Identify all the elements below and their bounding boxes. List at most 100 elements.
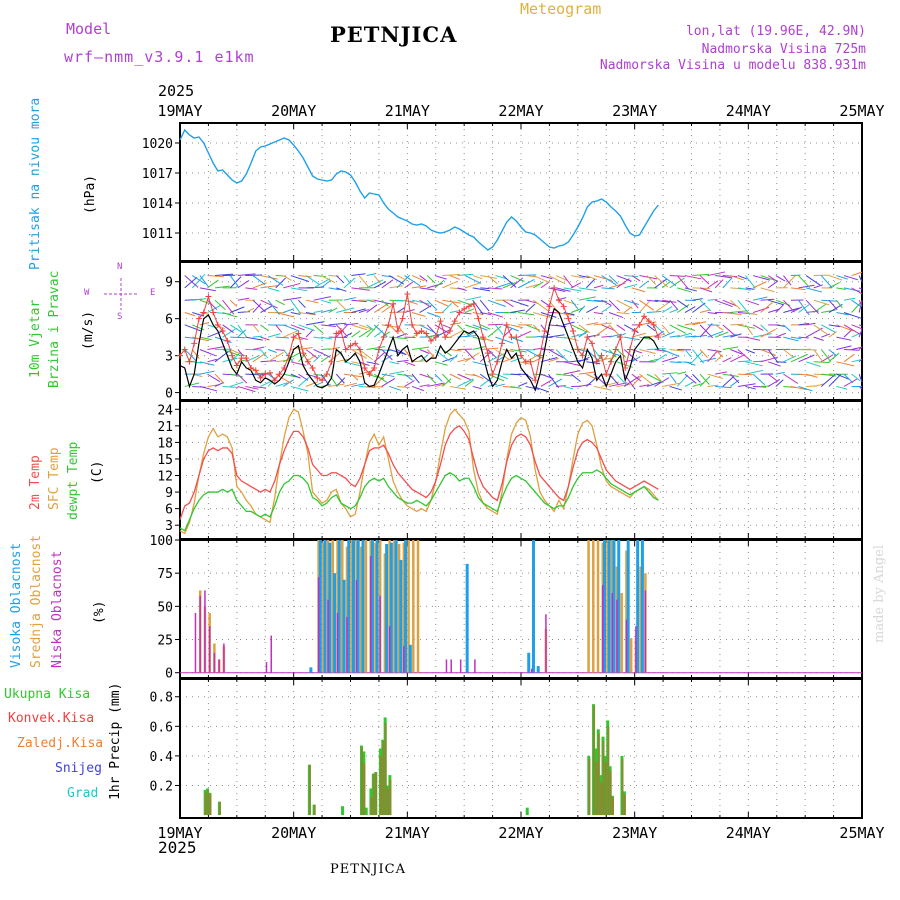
- gust-marker: [499, 340, 506, 347]
- gust-marker: [593, 358, 600, 365]
- gust-marker: [631, 328, 638, 334]
- mid-cloud-bar: [606, 540, 609, 673]
- high-cloud-bar: [323, 540, 327, 673]
- high-cloud-bar: [356, 540, 360, 673]
- gust-marker: [503, 321, 510, 328]
- conv-rain-bar: [602, 741, 605, 816]
- elevation: Nadmorska Visina 725m: [701, 42, 866, 57]
- mid-cloud-bar: [407, 540, 410, 673]
- low-cloud-bar: [194, 612, 197, 673]
- high-cloud-bar: [389, 542, 393, 673]
- gust-marker: [214, 321, 221, 328]
- high-cloud-bar: [617, 540, 621, 673]
- panel-frame: [179, 261, 863, 401]
- low-cloud-bar: [223, 643, 225, 673]
- mid-cloud-bar: [639, 566, 642, 673]
- low-cloud-bar: [327, 599, 329, 673]
- total-rain-bar: [525, 807, 529, 816]
- gust-marker: [494, 358, 501, 365]
- gust-marker: [451, 318, 458, 325]
- conv-rain-bar: [379, 755, 382, 816]
- y-tick-label: 0: [165, 667, 173, 682]
- gust-marker: [300, 350, 307, 357]
- y-tick-label: 0.8: [150, 691, 173, 706]
- compass-south: S: [117, 312, 123, 322]
- gust-marker: [200, 309, 207, 316]
- conv-rain-bar: [207, 789, 210, 816]
- high-cloud-bar: [607, 540, 611, 673]
- gust-marker: [319, 377, 326, 384]
- mid-cloud-bar: [393, 540, 396, 673]
- gust-marker: [366, 371, 373, 378]
- gust-marker: [560, 303, 567, 310]
- y-tick-label: 1014: [142, 197, 173, 212]
- gust-marker: [347, 342, 354, 349]
- gust-marker: [276, 371, 283, 378]
- high-cloud-bar: [603, 540, 607, 673]
- low-cloud-bar: [450, 659, 452, 673]
- date-label-bottom: 22MAY: [498, 824, 543, 842]
- gust-marker: [177, 352, 183, 359]
- gust-marker: [328, 358, 335, 365]
- gust-marker: [617, 334, 624, 341]
- low-cloud-bar: [346, 616, 348, 673]
- mid-cloud-bar: [592, 540, 595, 673]
- gust-marker: [262, 371, 269, 378]
- low-cloud-bar: [218, 659, 220, 673]
- low-cloud-bar: [317, 577, 320, 673]
- gust-marker: [541, 328, 548, 334]
- gust-marker: [536, 352, 543, 359]
- conv-rain-bar: [611, 797, 614, 816]
- gust-marker: [480, 334, 487, 341]
- gust-marker: [413, 330, 420, 337]
- low-cloud-bar: [369, 555, 372, 673]
- gust-marker: [333, 330, 340, 337]
- mid-cloud-bar: [416, 540, 420, 673]
- gust-marker: [456, 309, 463, 316]
- high-cloud-bar: [527, 652, 531, 673]
- year-bottom: 2025: [158, 838, 197, 857]
- date-label-top: 21MAY: [385, 102, 430, 120]
- gust-marker: [442, 334, 449, 341]
- conv-rain-bar: [370, 797, 373, 816]
- gust-marker: [404, 291, 411, 298]
- gust-marker: [527, 358, 534, 365]
- y-tick-label: 6: [165, 313, 173, 328]
- compass-north: N: [117, 262, 123, 272]
- conv-rain-bar: [593, 705, 596, 816]
- gust-marker: [513, 334, 520, 341]
- date-label-top: 23MAY: [612, 102, 657, 120]
- gust-marker: [655, 334, 662, 341]
- precip-hail-label: Grad: [67, 786, 99, 801]
- conv-rain-bar: [609, 770, 612, 816]
- low-cloud-bar: [530, 668, 533, 673]
- gust-marker: [399, 315, 406, 322]
- gust-marker: [257, 374, 264, 381]
- gust-marker: [446, 328, 453, 334]
- low-cloud-bar: [388, 626, 391, 673]
- gust-marker: [191, 340, 198, 347]
- low-cloud-bar: [474, 659, 476, 673]
- conv-rain-bar: [209, 794, 212, 816]
- conv-rain-bar: [607, 726, 610, 816]
- gust-marker: [290, 334, 297, 341]
- high-cloud-bar: [333, 573, 337, 673]
- date-label-bottom: 25MAY: [839, 824, 884, 842]
- y-tick-label: 9: [165, 276, 173, 291]
- date-label-bottom: 24MAY: [726, 824, 771, 842]
- date-label-bottom: 23MAY: [612, 824, 657, 842]
- y-tick-label: 0.4: [150, 750, 174, 765]
- low-cloud-bar: [602, 585, 604, 673]
- mid-cloud-bar: [331, 540, 335, 673]
- y-tick-label: 50: [157, 600, 173, 615]
- high-cloud-bar: [531, 540, 535, 673]
- low-cloud-bar: [204, 590, 206, 673]
- gust-marker: [375, 346, 382, 353]
- mid-cloud-bar: [364, 540, 368, 673]
- gust-marker: [390, 300, 397, 307]
- gust-marker: [356, 346, 363, 353]
- precip-frz-label: Zaledj.Kisa: [17, 736, 104, 751]
- gust-marker: [361, 364, 368, 371]
- gust-marker: [205, 293, 212, 300]
